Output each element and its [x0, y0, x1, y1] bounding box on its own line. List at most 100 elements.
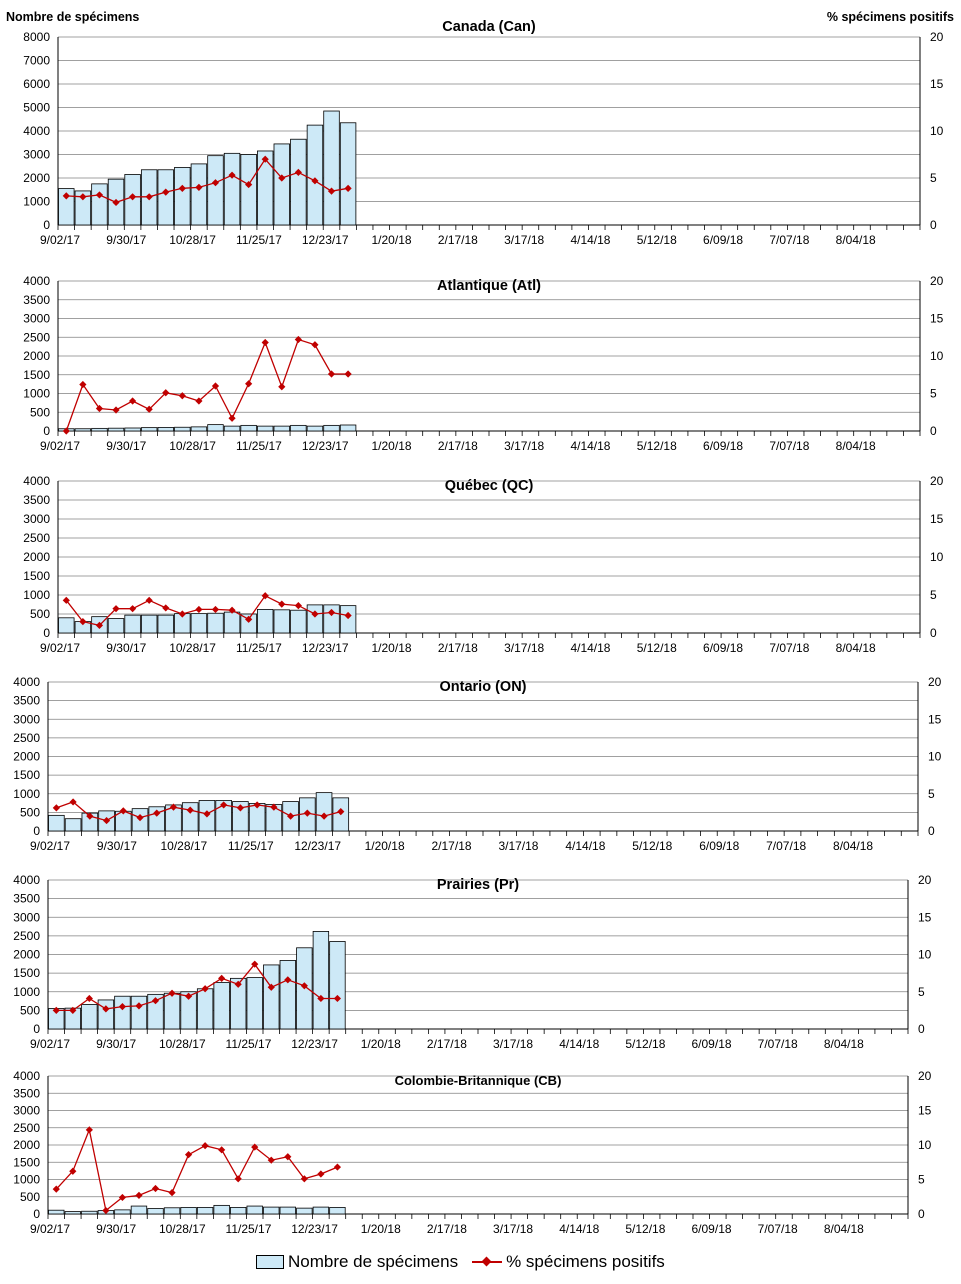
y2-tick-label: 20: [928, 675, 942, 689]
bar: [58, 188, 75, 226]
line-point: [333, 1163, 342, 1171]
x-tick-label: 6/09/18: [692, 1037, 732, 1051]
chart-title: Québec (QC): [445, 478, 534, 494]
line-point: [294, 335, 302, 344]
y-tick-label: 1500: [13, 966, 40, 980]
line-point: [69, 798, 77, 806]
bar: [180, 991, 197, 1030]
y2-tick-label: 20: [930, 274, 944, 288]
left-axis-title: Nombre de spécimens: [6, 10, 140, 24]
bar: [312, 1206, 330, 1215]
line-point: [278, 600, 286, 608]
line-point: [300, 982, 308, 990]
y-tick-label: 1000: [23, 588, 50, 602]
y-tick-label: 1000: [13, 787, 40, 801]
bar: [130, 995, 148, 1030]
x-tick-label: 10/28/17: [159, 1222, 206, 1236]
x-tick-label: 3/17/18: [504, 233, 544, 247]
y-tick-label: 500: [30, 607, 50, 621]
line-point: [145, 596, 153, 604]
x-tick-label: 9/02/17: [30, 1222, 70, 1236]
bar: [130, 1205, 148, 1215]
line-point: [184, 992, 193, 1000]
line-point: [178, 392, 186, 400]
chart-panel-2: 0 500 1000 1500 2000 2500 3000 3500 4000 0 5 10 15 20…: [23, 474, 943, 655]
x-tick-label: 11/25/17: [226, 1222, 272, 1236]
y-tick-label: 2500: [13, 1121, 40, 1135]
line-point: [261, 592, 269, 600]
x-tick-label: 7/07/18: [769, 233, 809, 247]
y2-tick-label: 5: [930, 387, 937, 401]
bar: [279, 960, 296, 1030]
bar: [323, 110, 340, 226]
line-point: [145, 193, 153, 201]
line-point: [178, 610, 186, 618]
x-tick-label: 12/23/17: [302, 439, 349, 453]
bar: [207, 155, 224, 226]
x-tick-label: 4/14/18: [559, 1222, 599, 1236]
bar: [97, 999, 115, 1030]
y-tick-label: 0: [33, 824, 40, 838]
line-point: [151, 1184, 160, 1193]
x-tick-label: 8/04/18: [836, 233, 876, 247]
x-tick-label: 3/17/18: [504, 439, 544, 453]
line-point: [162, 604, 170, 612]
x-tick-label: 9/02/17: [40, 641, 80, 655]
bar: [91, 183, 108, 226]
line-point: [251, 960, 259, 968]
bar: [147, 1208, 164, 1215]
bar: [58, 617, 75, 634]
y-tick-label: 4000: [13, 1069, 40, 1083]
line-point: [234, 1175, 242, 1183]
bar: [163, 992, 181, 1030]
x-tick-label: 5/12/18: [637, 439, 677, 453]
line-point: [211, 605, 220, 614]
x-tick-label: 9/30/17: [97, 839, 137, 853]
series-line: [56, 963, 338, 1012]
line-point: [102, 1005, 110, 1013]
bar: [339, 424, 357, 432]
line-point: [151, 997, 160, 1005]
bar: [48, 1209, 65, 1215]
bar: [296, 1207, 313, 1215]
y2-tick-label: 15: [918, 910, 932, 924]
x-tick-label: 5/12/18: [637, 233, 677, 247]
bar: [273, 425, 290, 432]
line-point: [52, 1185, 60, 1193]
bar: [257, 150, 274, 226]
y-tick-label: 0: [33, 1022, 40, 1036]
bar: [263, 964, 280, 1030]
bar: [306, 425, 324, 432]
legend-item-line: % spécimens positifs: [472, 1252, 665, 1272]
line-point: [228, 606, 236, 614]
y-tick-label: 6000: [23, 77, 50, 91]
line-point: [220, 801, 228, 809]
line-point: [128, 193, 137, 201]
x-tick-label: 3/17/18: [493, 1222, 533, 1236]
line-point: [102, 1206, 110, 1215]
line-point: [95, 191, 104, 199]
x-tick-label: 2/17/18: [427, 1222, 467, 1236]
bar: [290, 609, 307, 634]
x-tick-label: 7/07/18: [766, 839, 806, 853]
legend-bars-label: Nombre de spécimens: [288, 1252, 459, 1271]
x-tick-label: 12/23/17: [302, 641, 349, 655]
legend-line-label: % spécimens positifs: [506, 1252, 665, 1271]
bar: [196, 1207, 214, 1215]
bar: [107, 618, 125, 634]
y2-tick-label: 10: [930, 349, 944, 363]
bar: [213, 982, 230, 1030]
y2-tick-label: 5: [918, 985, 925, 999]
y2-tick-label: 0: [918, 1022, 925, 1036]
y-tick-label: 3000: [13, 1104, 40, 1118]
bar: [81, 1004, 98, 1030]
chart-title: Canada (Can): [442, 19, 536, 35]
x-tick-label: 3/17/18: [498, 839, 538, 853]
x-tick-label: 2/17/18: [438, 641, 478, 655]
x-tick-label: 11/25/17: [228, 839, 274, 853]
line-point: [333, 994, 342, 1003]
line-point: [52, 1006, 60, 1014]
bar: [64, 1211, 81, 1215]
bar: [140, 614, 158, 634]
